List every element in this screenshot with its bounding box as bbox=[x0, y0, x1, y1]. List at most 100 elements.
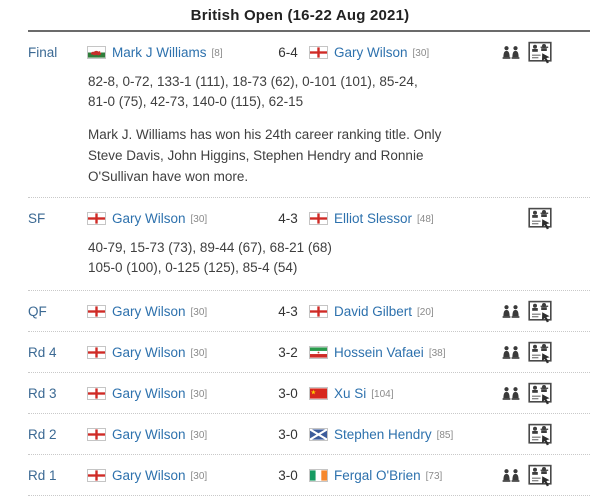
player2-cell: Hossein Vafaei [38] bbox=[310, 345, 500, 360]
match-icons bbox=[500, 340, 590, 364]
match-section: Rd 3 Gary Wilson [30] 3-0 Xu Si [104] bbox=[28, 372, 590, 413]
head-to-head-icon[interactable] bbox=[500, 345, 522, 360]
player1-link[interactable]: Gary Wilson bbox=[112, 385, 186, 401]
player2-cell: Stephen Hendry [85] bbox=[310, 427, 500, 442]
player2-seed: [20] bbox=[417, 306, 434, 318]
player2-seed: [38] bbox=[428, 347, 446, 359]
player1-link[interactable]: Gary Wilson bbox=[112, 210, 186, 226]
frame-scores-line: 105-0 (100), 0-125 (125), 85-4 (54) bbox=[88, 260, 298, 275]
flag-england-icon bbox=[88, 387, 105, 399]
player1-cell: Gary Wilson [30] bbox=[88, 304, 266, 319]
results-table: Final Mark J Williams [8] 6-4 Gary Wilso… bbox=[28, 30, 590, 496]
player2-cell: David Gilbert [20] bbox=[310, 304, 500, 319]
round-label: Final bbox=[28, 44, 58, 60]
player1-link[interactable]: Mark J Williams bbox=[112, 44, 207, 60]
page-title: British Open (16-22 Aug 2021) bbox=[190, 7, 410, 24]
frame-scores: 40-79, 15-73 (73), 89-44 (67), 68-21 (68… bbox=[88, 238, 590, 278]
flag-ireland-icon bbox=[310, 469, 327, 481]
flag-wales-icon bbox=[88, 46, 105, 58]
match-row: Rd 1 Gary Wilson [30] 3-0 Fergal O'Brien… bbox=[28, 455, 590, 495]
flag-england-icon bbox=[88, 428, 105, 440]
match-icons bbox=[500, 299, 590, 323]
match-row: Rd 4 Gary Wilson [30] 3-2 Hossein Vafaei… bbox=[28, 332, 590, 372]
match-score: 6-4 bbox=[278, 44, 298, 60]
player2-link[interactable]: Fergal O'Brien bbox=[334, 467, 421, 483]
flag-england-icon bbox=[310, 46, 327, 58]
match-row: Rd 2 Gary Wilson [30] 3-0 Stephen Hendry… bbox=[28, 414, 590, 454]
player2-link[interactable]: Xu Si bbox=[334, 385, 367, 401]
flag-england-icon bbox=[310, 305, 327, 317]
match-note: Mark J. Williams has won his 24th career… bbox=[88, 124, 590, 187]
player2-link[interactable]: Stephen Hendry bbox=[334, 426, 432, 442]
round-label: Rd 4 bbox=[28, 344, 57, 360]
flag-iran-icon bbox=[310, 346, 327, 358]
match-row: Final Mark J Williams [8] 6-4 Gary Wilso… bbox=[28, 32, 590, 72]
match-section: Final Mark J Williams [8] 6-4 Gary Wilso… bbox=[28, 32, 590, 187]
match-report-icon[interactable] bbox=[528, 40, 554, 64]
match-note-line: O'Sullivan have won more. bbox=[88, 169, 249, 184]
player2-seed: [104] bbox=[371, 388, 394, 400]
head-to-head-icon[interactable] bbox=[500, 468, 522, 483]
player2-link[interactable]: Hossein Vafaei bbox=[334, 344, 424, 360]
match-score: 4-3 bbox=[278, 303, 298, 319]
match-score: 4-3 bbox=[278, 210, 298, 226]
match-score: 3-0 bbox=[278, 426, 298, 442]
player1-cell: Gary Wilson [30] bbox=[88, 427, 266, 442]
flag-england-icon bbox=[88, 305, 105, 317]
match-icons bbox=[500, 463, 590, 487]
match-report-icon[interactable] bbox=[528, 463, 554, 487]
match-report-icon[interactable] bbox=[528, 422, 554, 446]
match-icons bbox=[500, 206, 590, 230]
player2-link[interactable]: Elliot Slessor bbox=[334, 210, 413, 226]
flag-england-icon bbox=[88, 469, 105, 481]
match-report-icon[interactable] bbox=[528, 299, 554, 323]
player2-link[interactable]: Gary Wilson bbox=[334, 44, 408, 60]
frame-scores-line: 82-8, 0-72, 133-1 (111), 18-73 (62), 0-1… bbox=[88, 74, 418, 89]
player2-link[interactable]: David Gilbert bbox=[334, 303, 413, 319]
match-score: 3-0 bbox=[278, 467, 298, 483]
flag-scotland-icon bbox=[310, 428, 327, 440]
player1-seed: [30] bbox=[190, 470, 208, 482]
player1-link[interactable]: Gary Wilson bbox=[112, 303, 186, 319]
player1-link[interactable]: Gary Wilson bbox=[112, 426, 186, 442]
player1-link[interactable]: Gary Wilson bbox=[112, 467, 186, 483]
match-section: QF Gary Wilson [30] 4-3 David Gilbert [2… bbox=[28, 290, 590, 331]
match-icons bbox=[500, 40, 590, 64]
match-report-icon[interactable] bbox=[528, 340, 554, 364]
player1-seed: [30] bbox=[190, 388, 208, 400]
match-icons bbox=[500, 422, 590, 446]
player1-seed: [30] bbox=[190, 429, 208, 441]
player1-link[interactable]: Gary Wilson bbox=[112, 344, 186, 360]
match-score: 3-0 bbox=[278, 385, 298, 401]
player2-cell: Xu Si [104] bbox=[310, 386, 500, 401]
match-section: Rd 2 Gary Wilson [30] 3-0 Stephen Hendry… bbox=[28, 413, 590, 454]
player2-seed: [85] bbox=[436, 429, 454, 441]
player1-seed: [30] bbox=[190, 213, 208, 225]
frame-scores-line: 81-0 (75), 42-73, 140-0 (115), 62-15 bbox=[88, 94, 304, 109]
match-note-line: Mark J. Williams has won his 24th career… bbox=[88, 127, 442, 142]
match-section: Rd 1 Gary Wilson [30] 3-0 Fergal O'Brien… bbox=[28, 454, 590, 495]
flag-china-icon bbox=[310, 387, 327, 399]
head-to-head-icon[interactable] bbox=[500, 386, 522, 401]
head-to-head-icon[interactable] bbox=[500, 45, 522, 60]
round-label: Rd 1 bbox=[28, 467, 57, 483]
player1-seed: [30] bbox=[190, 347, 208, 359]
player1-cell: Gary Wilson [30] bbox=[88, 211, 266, 226]
player2-cell: Fergal O'Brien [73] bbox=[310, 468, 500, 483]
head-to-head-icon[interactable] bbox=[500, 304, 522, 319]
match-report-icon[interactable] bbox=[528, 206, 554, 230]
match-report-icon[interactable] bbox=[528, 381, 554, 405]
player2-seed: [30] bbox=[412, 47, 430, 59]
round-label: Rd 2 bbox=[28, 426, 57, 442]
player1-cell: Gary Wilson [30] bbox=[88, 386, 266, 401]
match-section: Rd 4 Gary Wilson [30] 3-2 Hossein Vafaei… bbox=[28, 331, 590, 372]
match-score: 3-2 bbox=[278, 344, 298, 360]
match-icons bbox=[500, 381, 590, 405]
player2-cell: Elliot Slessor [48] bbox=[310, 211, 500, 226]
player1-cell: Gary Wilson [30] bbox=[88, 468, 266, 483]
match-row: QF Gary Wilson [30] 4-3 David Gilbert [2… bbox=[28, 291, 590, 331]
match-section: SF Gary Wilson [30] 4-3 Elliot Slessor [… bbox=[28, 197, 590, 278]
match-row: SF Gary Wilson [30] 4-3 Elliot Slessor [… bbox=[28, 198, 590, 238]
player2-seed: [48] bbox=[417, 213, 434, 225]
match-note-line: Steve Davis, John Higgins, Stephen Hendr… bbox=[88, 148, 424, 163]
